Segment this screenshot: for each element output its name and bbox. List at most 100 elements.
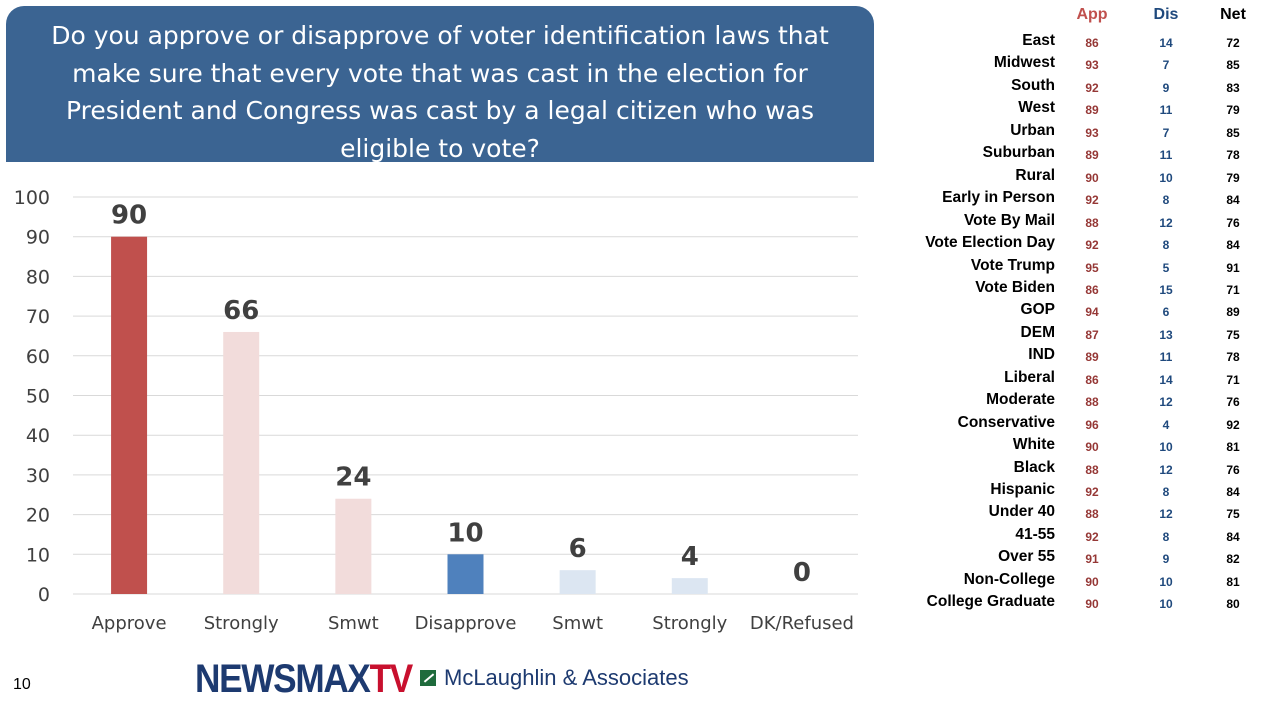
subgroup-label: White <box>1012 436 1055 454</box>
subgroup-label: Liberal <box>1004 368 1055 386</box>
subgroup-row: Liberal 86 14 71 <box>905 369 1265 391</box>
y-tick-label: 50 <box>26 386 50 408</box>
subgroup-dis-value: 9 <box>1162 80 1170 95</box>
y-tick-label: 70 <box>26 306 50 328</box>
subgroup-app-value: 92 <box>1085 238 1099 253</box>
x-tick-label: Strongly <box>652 613 727 634</box>
subgroup-app-value: 86 <box>1085 36 1099 50</box>
data-label: 90 <box>111 201 147 231</box>
subgroup-net-value: 84 <box>1226 485 1240 499</box>
subgroup-net-value: 78 <box>1226 350 1240 365</box>
subgroup-table: App Dis Net East 86 14 72 Midwest 93 7 85 South 9… <box>905 0 1265 620</box>
subgroup-dis-value: 14 <box>1159 372 1173 387</box>
subgroup-row: Midwest 93 7 85 <box>905 54 1265 76</box>
subgroup-app-value: 90 <box>1085 574 1099 589</box>
subgroup-app-value: 92 <box>1085 529 1099 544</box>
subgroup-app-value: 96 <box>1085 417 1099 432</box>
y-tick-label: 100 <box>14 187 50 209</box>
subgroup-net-value: 75 <box>1226 507 1240 522</box>
subgroup-label: Vote Trump <box>970 256 1055 274</box>
bar <box>559 570 596 594</box>
subgroup-net-value: 80 <box>1226 597 1240 612</box>
bar <box>223 331 260 594</box>
subgroup-dis-value: 14 <box>1159 36 1173 50</box>
subgroup-app-value: 86 <box>1085 282 1099 297</box>
subgroup-dis-value: 11 <box>1159 148 1173 163</box>
y-tick-label: 0 <box>38 584 50 606</box>
subgroup-app-value: 90 <box>1085 170 1099 185</box>
subgroup-row: IND 89 11 78 <box>905 346 1265 368</box>
data-label: 0 <box>793 558 811 588</box>
bar <box>671 578 708 594</box>
subgroup-label: Early in Person <box>942 189 1055 207</box>
subgroup-dis-value: 10 <box>1159 597 1173 612</box>
subgroup-row: College Graduate 90 10 80 <box>905 593 1265 615</box>
subgroup-label: Vote By Mail <box>963 211 1055 229</box>
subgroup-label: South <box>1011 76 1055 94</box>
subgroup-net-value: 84 <box>1226 238 1240 253</box>
subgroup-row: Rural 90 10 79 <box>905 167 1265 189</box>
bar <box>111 236 148 594</box>
subgroup-dis-value: 11 <box>1159 350 1173 365</box>
subgroup-label: Suburban <box>982 144 1055 162</box>
subgroup-row: Vote Biden 86 15 71 <box>905 279 1265 301</box>
subgroup-label: Urban <box>1010 121 1055 139</box>
subgroup-label: East <box>1022 32 1055 49</box>
chart-title: Do you approve or disapprove of voter id… <box>6 6 874 163</box>
subgroup-label: Vote Biden <box>975 278 1055 296</box>
subgroup-net-value: 92 <box>1226 417 1240 432</box>
subgroup-row: Early in Person 92 8 84 <box>905 189 1265 211</box>
subgroup-row: Under 40 88 12 75 <box>905 503 1265 525</box>
subgroup-dis-value: 12 <box>1159 395 1173 410</box>
y-tick-label: 80 <box>26 266 50 288</box>
subgroup-row: Moderate 88 12 76 <box>905 391 1265 413</box>
subgroup-dis-value: 8 <box>1162 193 1170 208</box>
subgroup-app-value: 89 <box>1085 350 1099 365</box>
subgroup-app-value: 88 <box>1085 462 1099 477</box>
subgroup-app-value: 92 <box>1085 80 1099 95</box>
header-net: Net <box>1220 6 1246 23</box>
subgroup-dis-value: 12 <box>1159 215 1173 230</box>
subgroup-app-value: 94 <box>1085 305 1099 320</box>
header-dis: Dis <box>1153 6 1179 23</box>
subgroup-app-value: 93 <box>1085 58 1099 73</box>
mclaughlin-wordmark: McLaughlin & Associates <box>444 665 689 690</box>
subgroup-net-value: 75 <box>1226 327 1240 342</box>
subgroup-net-value: 83 <box>1226 80 1240 95</box>
subgroup-net-value: 72 <box>1226 36 1240 50</box>
data-label: 4 <box>681 542 699 572</box>
subgroup-row: Over 55 91 9 82 <box>905 548 1265 570</box>
subgroup-dis-value: 8 <box>1162 238 1170 253</box>
header-app: App <box>1076 6 1108 23</box>
data-label: 66 <box>223 296 259 326</box>
subgroup-label: 41-55 <box>1015 525 1055 543</box>
subgroup-net-value: 76 <box>1226 462 1240 477</box>
subgroup-row: Black 88 12 76 <box>905 459 1265 481</box>
subgroup-net-value: 81 <box>1226 440 1240 455</box>
mclaughlin-logo: McLaughlin & Associates <box>420 665 689 691</box>
y-tick-label: 20 <box>26 505 50 527</box>
subgroup-label: Vote Election Day <box>925 234 1055 252</box>
subgroup-app-value: 87 <box>1085 327 1099 342</box>
data-label: 6 <box>569 534 587 564</box>
subgroup-row: GOP 94 6 89 <box>905 301 1265 323</box>
subgroup-net-value: 91 <box>1226 260 1240 275</box>
tv-wordmark: TV <box>369 657 414 701</box>
subgroup-label: GOP <box>1020 301 1055 319</box>
subgroup-label: Black <box>1013 458 1055 476</box>
subgroup-dis-value: 15 <box>1159 282 1173 297</box>
subgroup-row: Conservative 96 4 92 <box>905 414 1265 436</box>
subgroup-dis-value: 11 <box>1159 103 1173 118</box>
mclaughlin-mark-icon <box>420 670 436 686</box>
subgroup-row: Vote Trump 95 5 91 <box>905 257 1265 279</box>
subgroup-dis-value: 7 <box>1162 58 1170 73</box>
subgroup-dis-value: 5 <box>1162 260 1170 275</box>
x-tick-label: DK/Refused <box>750 613 854 634</box>
subgroup-app-value: 92 <box>1085 485 1099 499</box>
subgroup-label: Rural <box>1015 166 1055 184</box>
subgroup-row: West 89 11 79 <box>905 99 1265 121</box>
subgroup-net-value: 79 <box>1226 170 1240 185</box>
subgroup-app-value: 88 <box>1085 215 1099 230</box>
bar <box>447 554 484 594</box>
subgroup-net-value: 85 <box>1226 58 1240 73</box>
